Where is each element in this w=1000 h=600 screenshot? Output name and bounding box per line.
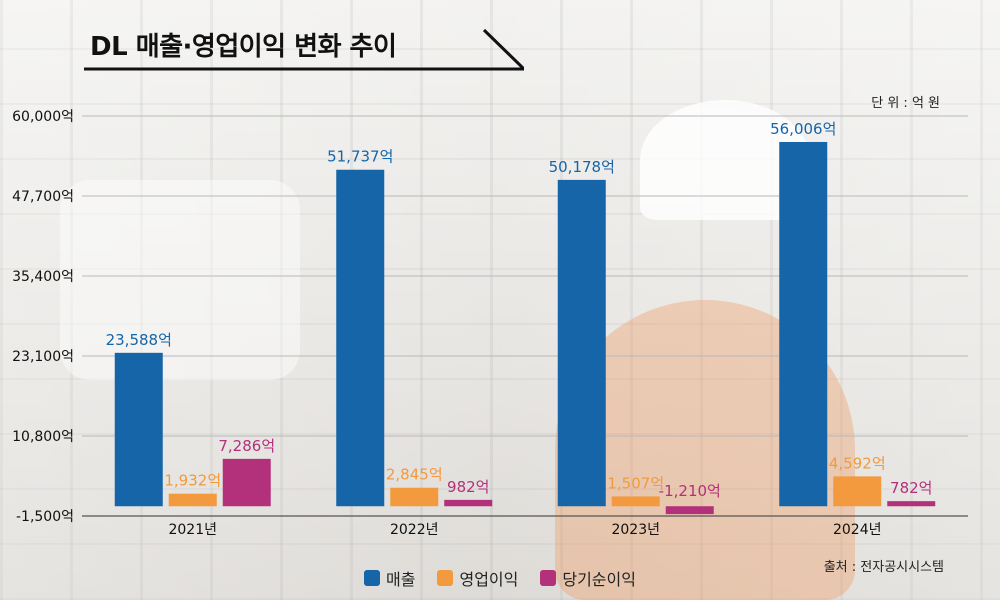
bar [779,141,828,507]
title-area: DL 매출·영업이익 변화 추이 [84,18,524,74]
bar [168,493,217,507]
data-label: 23,588억 [106,331,172,349]
bar [390,487,439,507]
x-tick-label: 2024년 [833,522,882,538]
y-tick-label: 47,700억 [12,189,74,205]
bar [557,179,606,507]
x-tick-label: 2023년 [611,522,660,538]
data-label: 56,006억 [770,120,836,138]
y-tick-label: 23,100억 [12,349,74,365]
data-label: 4,592억 [829,454,886,472]
data-label: -1,210억 [659,482,721,500]
unit-note: 단 위 : 억 원 [871,96,940,111]
bar [444,499,493,507]
data-label: 982억 [447,478,489,496]
bar [833,476,882,507]
legend-label-net: 당기순이익 [562,570,636,589]
truck-shape [60,180,300,380]
source-note: 출처 : 전자공시시스템 [823,560,944,575]
bar [665,506,714,515]
legend-swatch-operating [437,570,454,586]
legend: 매출 영업이익 당기순이익 [0,566,1000,590]
legend-label-operating: 영업이익 [459,570,519,589]
title-underline [84,28,524,71]
legend-item-operating: 영업이익 [437,566,518,590]
y-tick-label: 35,400억 [12,269,74,285]
bar [336,169,385,507]
y-tick-label: 60,000억 [12,109,74,125]
data-label: 50,178억 [549,158,615,176]
data-label: 1,932억 [164,472,221,490]
data-label: 782억 [890,479,932,497]
chart-title: DL 매출·영업이익 변화 추이 [90,32,397,62]
legend-swatch-sales [364,570,381,586]
bar [114,352,163,507]
bar [222,458,271,507]
data-label: 2,845억 [386,466,443,484]
x-tick-label: 2022년 [390,522,439,538]
x-tick-label: 2021년 [168,522,217,538]
bar [887,501,936,507]
legend-label-sales: 매출 [386,570,416,589]
legend-swatch-net [540,570,557,586]
legend-item-sales: 매출 [364,566,415,590]
data-label: 51,737억 [327,148,393,166]
legend-item-net: 당기순이익 [540,566,636,590]
data-label: 1,507억 [607,474,664,492]
y-tick-label: 10,800억 [12,429,74,445]
y-tick-label: -1,500억 [16,509,74,525]
bar [611,496,660,507]
data-label: 7,286억 [218,437,275,455]
